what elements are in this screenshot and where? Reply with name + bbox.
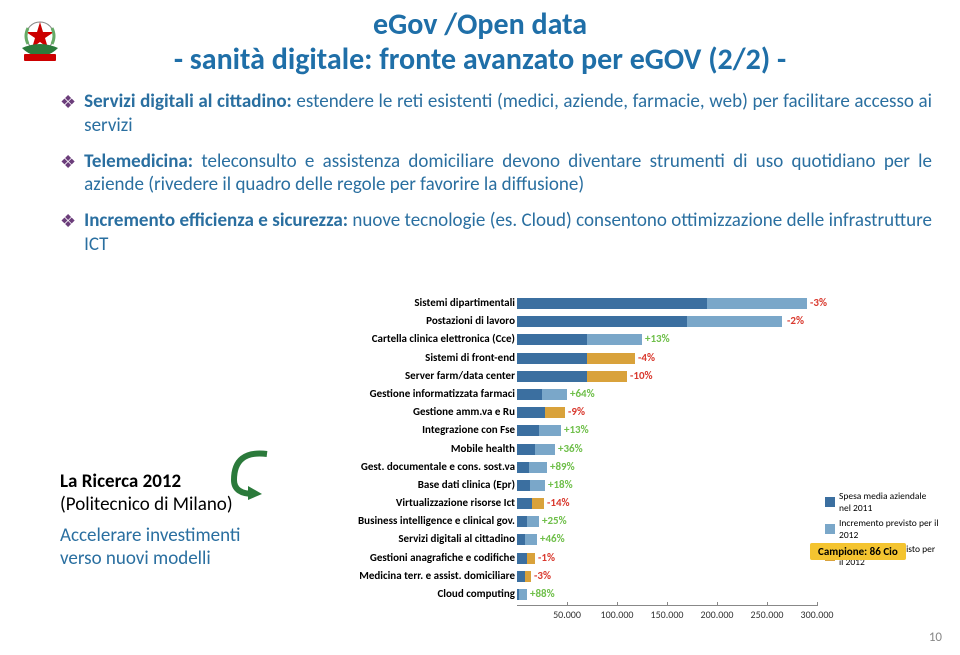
chart-row-label: Integrazione con Fse [422, 423, 515, 436]
bullet-marker-icon: ❖ [60, 91, 76, 139]
chart-row-label: Gestione informatizzata farmaci [370, 387, 515, 400]
chart-row-label: Virtualizzazione risorse Ict [396, 496, 515, 509]
page-number: 10 [929, 630, 942, 645]
bullet-text: Telemedicina: teleconsulto e assistenza … [84, 150, 932, 198]
chart-pct-label: +13% [564, 423, 589, 436]
bullet-marker-icon: ❖ [60, 151, 76, 199]
chart-bar-overlay [587, 334, 642, 345]
axis-tick: 250.000 [751, 608, 784, 621]
chart-pct-label: -10% [630, 369, 653, 382]
axis-tick: 50.000 [553, 608, 581, 621]
bullet-list: ❖ Servizi digitali al cittadino: estende… [0, 78, 960, 257]
chart-bar-overlay [545, 407, 565, 418]
chart-row-label: Cartella clinica elettronica (Cce) [372, 332, 515, 345]
chart-pct-label: +25% [542, 514, 567, 527]
chart-pct-label: +88% [530, 587, 555, 600]
chart-row-label: Cloud computing [437, 587, 515, 600]
bullet-item: ❖ Telemedicina: teleconsulto e assistenz… [60, 150, 932, 198]
bullet-text: Incremento efficienza e sicurezza: nuove… [84, 209, 932, 257]
chart-row-label: Gestioni anagrafiche e codifiche [370, 551, 515, 564]
chart-bar-overlay [532, 498, 544, 509]
x-axis: 50.000100.000150.000200.000250.000300.00… [517, 605, 817, 625]
legend-label: Spesa media aziendale nel 2011 [839, 490, 940, 515]
bar-chart: Sistemi dipartimentali -3% Postazioni di l… [285, 295, 945, 635]
curved-arrow-icon [222, 442, 280, 500]
bullet-marker-icon: ❖ [60, 210, 76, 258]
chart-bar-overlay [539, 425, 561, 436]
chart-bar-overlay [535, 444, 555, 455]
bullet-item: ❖ Incremento efficienza e sicurezza: nuo… [60, 209, 932, 257]
chart-row-label: Gest. documentale e cons. sost.va [361, 460, 515, 473]
chart-bar-overlay [525, 571, 531, 582]
chart-row: Sistemi dipartimentali -3% [285, 295, 945, 313]
legend-swatch [825, 497, 835, 507]
chart-pct-label: +18% [548, 478, 573, 491]
chart-pct-label: +13% [645, 332, 670, 345]
chart-row-label: Server farm/data center [405, 369, 515, 382]
chart-bar-overlay [525, 534, 537, 545]
chart-pct-label: -3% [810, 296, 827, 309]
legend-item: Incremento previsto per il 2012 [825, 517, 940, 542]
research-line: Accelerare investimenti [60, 524, 260, 547]
sample-badge: Campione: 86 Cio [810, 543, 906, 560]
chart-pct-label: -3% [534, 569, 551, 582]
chart-bar-overlay [707, 298, 807, 309]
title-main: eGov /Open data [0, 6, 960, 43]
chart-row: Cartella clinica elettronica (Cce) +13% [285, 331, 945, 349]
axis-tick: 300.000 [801, 608, 834, 621]
bullet-text: Servizi digitali al cittadino: estendere… [84, 90, 932, 138]
chart-pct-label: +36% [558, 442, 583, 455]
chart-pct-label: -14% [547, 496, 570, 509]
chart-row-label: Gestione amm.va e Ru [413, 405, 515, 418]
title-sub: - sanità digitale: fronte avanzato per e… [0, 41, 960, 78]
chart-row: Gestione amm.va e Ru -9% [285, 404, 945, 422]
chart-bar-overlay [527, 553, 535, 564]
axis-tick: 100.000 [601, 608, 634, 621]
chart-row-label: Servizi digitali al cittadino [398, 532, 515, 545]
chart-row: Mobile health +36% [285, 441, 945, 459]
chart-pct-label: -9% [568, 405, 585, 418]
chart-bar-overlay [530, 480, 545, 491]
legend-swatch [825, 524, 835, 534]
chart-pct-label: -2% [787, 314, 804, 327]
axis-tick: 200.000 [701, 608, 734, 621]
chart-pct-label: +64% [570, 387, 595, 400]
research-line: verso nuovi modelli [60, 547, 260, 570]
chart-row: Server farm/data center -10% [285, 368, 945, 386]
chart-row-label: Medicina terr. e assist. domiciliare [359, 569, 515, 582]
chart-pct-label: +89% [550, 460, 575, 473]
italy-emblem-icon [10, 8, 70, 68]
research-title: La Ricerca 2012 [60, 470, 181, 493]
chart-row: Sistemi di front-end -4% [285, 350, 945, 368]
chart-row-label: Base dati clinica (Epr) [418, 478, 515, 491]
chart-row: Integrazione con Fse +13% [285, 422, 945, 440]
axis-tick: 150.000 [651, 608, 684, 621]
legend-item: Spesa media aziendale nel 2011 [825, 490, 940, 515]
chart-pct-label: +46% [540, 532, 565, 545]
chart-bar-overlay [587, 353, 635, 364]
legend-label: Incremento previsto per il 2012 [839, 517, 940, 542]
chart-row: Cloud computing +88% [285, 586, 945, 604]
slide-header: eGov /Open data - sanità digitale: front… [0, 0, 960, 78]
bullet-item: ❖ Servizi digitali al cittadino: estende… [60, 90, 932, 138]
chart-row-label: Mobile health [451, 442, 515, 455]
chart-row-label: Sistemi dipartimentali [414, 296, 515, 309]
chart-row: Gestione informatizzata farmaci +64% [285, 386, 945, 404]
chart-bar-overlay [542, 389, 567, 400]
chart-bar-overlay [519, 589, 527, 600]
chart-row: Gest. documentale e cons. sost.va +89% [285, 459, 945, 477]
chart-bar-overlay [587, 371, 627, 382]
chart-bar-overlay [687, 316, 782, 327]
chart-pct-label: -1% [538, 551, 555, 564]
chart-row-label: Business intelligence e clinical gov. [358, 514, 515, 527]
chart-row-label: Sistemi di front-end [425, 351, 515, 364]
chart-pct-label: -4% [638, 351, 655, 364]
chart-bar-overlay [527, 516, 539, 527]
chart-row-label: Postazioni di lavoro [426, 314, 515, 327]
chart-bar-overlay [529, 462, 547, 473]
chart-row: Postazioni di lavoro -2% [285, 313, 945, 331]
chart-row: Medicina terr. e assist. domiciliare -3% [285, 568, 945, 586]
